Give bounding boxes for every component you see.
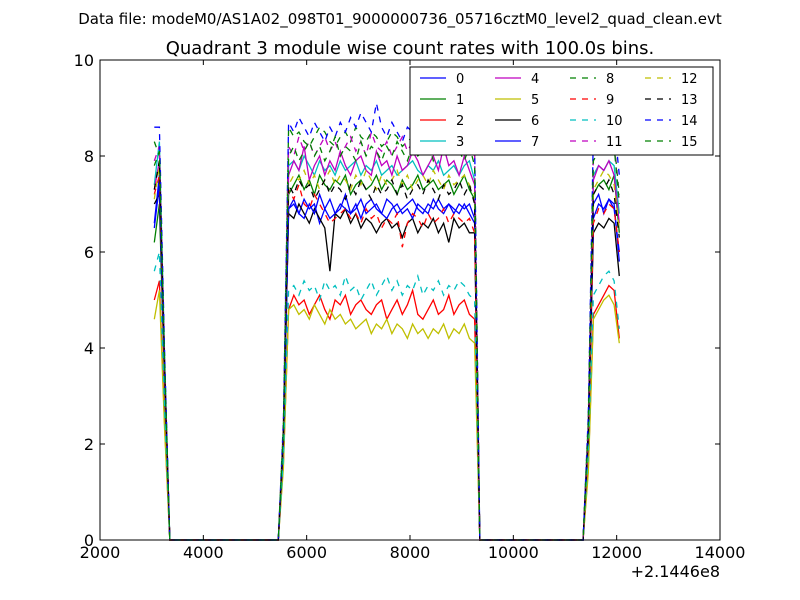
x-tick-label: 12000	[591, 543, 642, 562]
y-tick-label: 6	[84, 243, 94, 262]
legend-box	[409, 66, 714, 156]
legend-label-13: 13	[681, 93, 698, 108]
legend-label-10: 10	[606, 114, 623, 129]
legend-label-3: 3	[456, 135, 464, 150]
chart-title: Quadrant 3 module wise count rates with …	[166, 38, 655, 59]
x-tick-label: 8000	[390, 543, 431, 562]
series-7-line	[153, 184, 620, 541]
series-4-line	[153, 146, 620, 541]
y-tick-label: 0	[84, 531, 94, 550]
legend-label-7: 7	[531, 135, 539, 150]
legend-label-5: 5	[531, 93, 539, 108]
y-tick-label: 2	[84, 435, 94, 454]
y-tick-label: 10	[74, 51, 94, 70]
series-9-line	[153, 175, 620, 541]
series-12-line	[153, 165, 620, 541]
figure-suptitle: Data file: modeM0/AS1A02_098T01_90000007…	[78, 10, 722, 29]
x-tick-label: 10000	[488, 543, 539, 562]
series-1-line	[153, 173, 620, 541]
series-5-line	[153, 290, 620, 541]
series-14-line	[154, 103, 620, 541]
legend-label-0: 0	[456, 72, 464, 87]
series-0-line	[153, 175, 620, 541]
legend-label-12: 12	[681, 72, 698, 87]
series-10-line	[153, 251, 620, 541]
legend-label-15: 15	[681, 135, 698, 150]
series-3-line	[153, 141, 620, 541]
x-tick-label: 14000	[695, 543, 746, 562]
series-layer	[153, 103, 620, 541]
legend-label-14: 14	[681, 114, 698, 129]
legend-label-1: 1	[456, 93, 464, 108]
y-tick-label: 8	[84, 147, 94, 166]
x-tick-label: 2000	[80, 543, 121, 562]
legend-label-11: 11	[606, 135, 623, 150]
legend-label-6: 6	[531, 114, 539, 129]
legend-label-2: 2	[456, 114, 464, 129]
legend-label-9: 9	[606, 93, 614, 108]
y-tick-label: 4	[84, 339, 94, 358]
series-6-line	[153, 191, 620, 541]
legend-label-4: 4	[531, 72, 539, 87]
x-offset-label: +2.1446e8	[631, 562, 720, 581]
series-15-line	[153, 130, 620, 541]
legend-label-8: 8	[606, 72, 614, 87]
x-tick-label: 6000	[286, 543, 327, 562]
x-tick-label: 4000	[183, 543, 224, 562]
